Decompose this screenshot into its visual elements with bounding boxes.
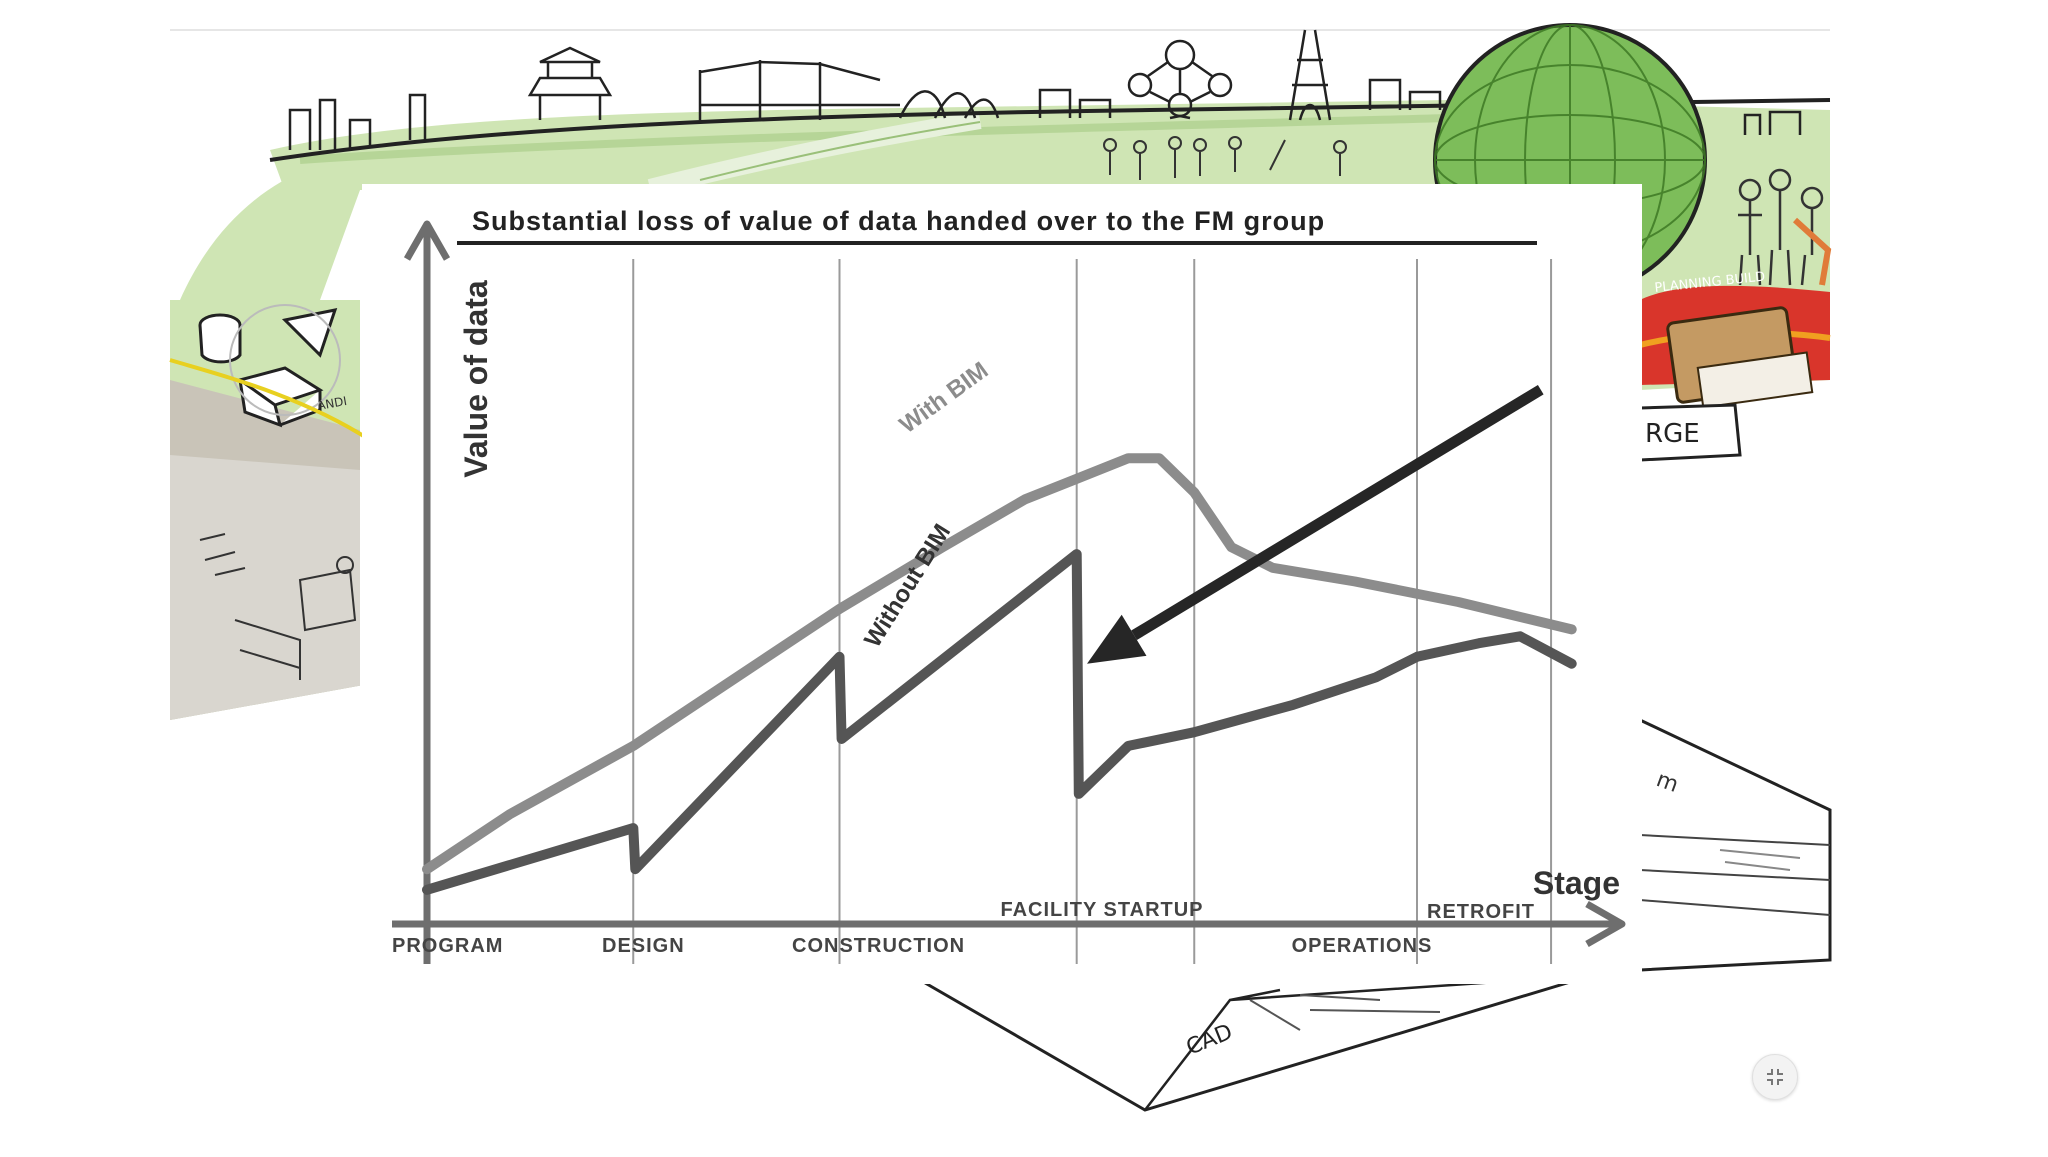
svg-text:RGE: RGE (1645, 419, 1700, 449)
collapse-icon (1767, 1069, 1783, 1085)
stage-tick-label: FACILITY STARTUP (1000, 899, 1203, 921)
city-skyline (288, 29, 1802, 150)
series-line (422, 549, 1577, 895)
series-line (422, 453, 1577, 875)
annotation-arrow-shaft (1131, 384, 1544, 640)
stage-tick-label: OPERATIONS (1292, 935, 1433, 957)
office-scene (170, 300, 360, 720)
svg-text:CAD: CAD (1183, 1020, 1236, 1061)
yellow-path (169, 358, 372, 442)
stage-tick-label: PROGRAM (392, 935, 503, 957)
stage-tick-label: CONSTRUCTION (792, 935, 965, 957)
chart-panel (362, 184, 1642, 984)
exit-fullscreen-button[interactable] (1752, 1054, 1798, 1100)
annotation-arrowhead (1087, 614, 1147, 664)
svg-text:ANDI: ANDI (316, 394, 348, 413)
y-axis-label: Value of data (458, 280, 494, 478)
horizon-line (269, 98, 1831, 162)
y-axis-arrowhead (403, 220, 451, 261)
stage-tick-label: RETROFIT (1427, 901, 1535, 923)
stage-tick-label: DESIGN (602, 935, 685, 957)
planning-build-band: PLANNING BUILD (1639, 269, 1831, 409)
sign-board: RGE (1639, 403, 1742, 462)
x-axis-arrowhead (1585, 900, 1626, 948)
chart-title: Substantial loss of value of data handed… (472, 206, 1325, 236)
cloud-circle (229, 304, 341, 416)
x-axis-label: Stage (1533, 865, 1620, 901)
crowd-sketch (1103, 136, 1348, 180)
standing-people (1738, 168, 1832, 286)
value-of-data-chart: Substantial loss of value of data handed… (362, 184, 1642, 984)
